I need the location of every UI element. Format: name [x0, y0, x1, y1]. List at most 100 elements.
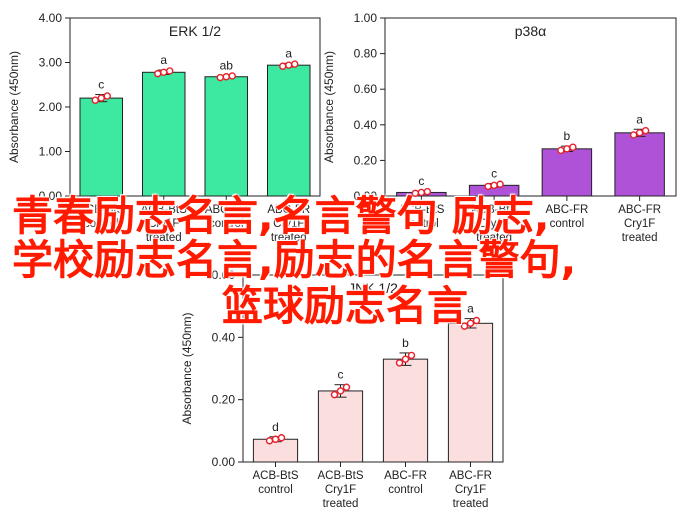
- bar: [382, 358, 429, 463]
- x-tick-label: control: [84, 218, 119, 230]
- x-tick-label: treated: [323, 498, 359, 510]
- x-tick-label: Cry1F: [325, 484, 356, 496]
- y-tick-label: 4.00: [39, 11, 63, 25]
- data-point: [629, 131, 638, 139]
- x-tick-label: ABC-FR: [384, 470, 427, 482]
- data-point: [563, 145, 571, 153]
- data-point: [635, 129, 644, 137]
- chart-title: JNK 1/2: [348, 280, 398, 296]
- significance-letter: a: [636, 112, 643, 126]
- data-point: [423, 187, 432, 196]
- bar: [142, 71, 186, 197]
- x-tick-label: Cry1F: [148, 218, 179, 230]
- significance-letter: c: [491, 167, 497, 181]
- significance-letter: a: [160, 53, 167, 67]
- x-tick-label: control: [258, 484, 293, 496]
- significance-letter: a: [285, 46, 292, 60]
- chart-title: p38α: [515, 23, 546, 39]
- significance-letter: ab: [220, 58, 234, 72]
- data-point: [91, 96, 99, 104]
- data-point: [569, 143, 577, 151]
- x-tick-label: ABC-FR: [449, 470, 492, 482]
- data-point: [228, 72, 236, 80]
- data-point: [265, 437, 274, 445]
- data-point: [490, 181, 498, 190]
- x-tick-label: ABC-FR: [618, 204, 661, 216]
- y-tick-label: 2.00: [39, 100, 63, 114]
- x-tick-label: treated: [622, 232, 658, 244]
- x-tick-label: control: [404, 218, 439, 230]
- y-tick-label: 0.20: [212, 393, 236, 407]
- x-tick-label: control: [388, 484, 423, 496]
- data-point: [496, 180, 504, 188]
- y-axis-label: Absorbance (450nm): [180, 312, 194, 424]
- data-point: [97, 94, 105, 102]
- significance-letter: c: [98, 78, 104, 92]
- bar: [614, 132, 665, 197]
- y-tick-label: 1.00: [354, 11, 378, 25]
- x-tick-label: treated: [453, 498, 489, 510]
- bar: [204, 76, 248, 197]
- y-tick-label: 0.40: [212, 330, 236, 344]
- y-axis-label: Absorbance (450nm): [7, 51, 21, 163]
- y-tick-label: 0.80: [354, 47, 378, 61]
- data-point: [401, 355, 410, 363]
- data-point: [641, 126, 650, 135]
- data-point: [407, 351, 416, 360]
- data-point: [395, 359, 404, 367]
- data-point: [466, 319, 475, 328]
- x-tick-label: ACB-BtS: [141, 204, 187, 216]
- y-tick-label: 0.40: [354, 118, 378, 132]
- x-tick-label: Cry1F: [455, 484, 486, 496]
- x-tick-label: Cry1F: [624, 218, 655, 230]
- y-tick-label: 0.00: [354, 189, 378, 203]
- x-tick-label: Cry1F: [478, 218, 509, 230]
- y-tick-label: 0.60: [354, 82, 378, 96]
- x-tick-label: ACB-BtS: [398, 204, 444, 216]
- y-tick-label: 0.20: [354, 153, 378, 167]
- significance-letter: a: [467, 302, 474, 316]
- x-tick-label: ACB-BtS: [317, 470, 363, 482]
- data-point: [417, 188, 426, 197]
- bar: [267, 64, 311, 197]
- plot-frame: [384, 17, 677, 197]
- data-point: [103, 92, 111, 100]
- bar: [79, 97, 123, 197]
- significance-letter: b: [564, 129, 571, 143]
- data-point: [222, 73, 230, 81]
- data-point: [342, 383, 351, 391]
- y-tick-label: 0.00: [39, 189, 63, 203]
- data-point: [216, 73, 224, 82]
- x-tick-label: control: [550, 218, 585, 230]
- significance-letter: c: [418, 174, 424, 188]
- data-point: [160, 68, 168, 76]
- data-point: [411, 189, 420, 197]
- x-tick-label: ABC-FR: [545, 204, 588, 216]
- plot-frame: [242, 274, 504, 463]
- data-point: [154, 69, 162, 78]
- bar: [447, 322, 494, 463]
- data-point: [557, 146, 565, 155]
- x-tick-label: treated: [146, 232, 182, 244]
- data-point: [279, 62, 287, 70]
- bar: [541, 148, 593, 197]
- data-point: [271, 435, 280, 443]
- data-point: [336, 387, 345, 395]
- bar: [317, 390, 364, 463]
- significance-letter: c: [338, 368, 344, 382]
- x-tick-label: ACB-BtS: [78, 204, 124, 216]
- data-point: [277, 434, 286, 442]
- data-point: [472, 316, 481, 325]
- data-point: [291, 60, 299, 68]
- y-tick-label: 3.00: [39, 56, 63, 70]
- x-tick-label: treated: [476, 232, 512, 244]
- x-tick-label: control: [209, 218, 244, 230]
- y-axis-label: Absorbance (450nm): [322, 51, 336, 163]
- data-point: [166, 67, 174, 75]
- significance-letter: b: [402, 336, 409, 350]
- x-tick-label: ABC-FR: [267, 204, 310, 216]
- data-point: [330, 390, 339, 399]
- x-tick-label: ACB-BtS: [252, 470, 298, 482]
- data-point: [285, 61, 293, 69]
